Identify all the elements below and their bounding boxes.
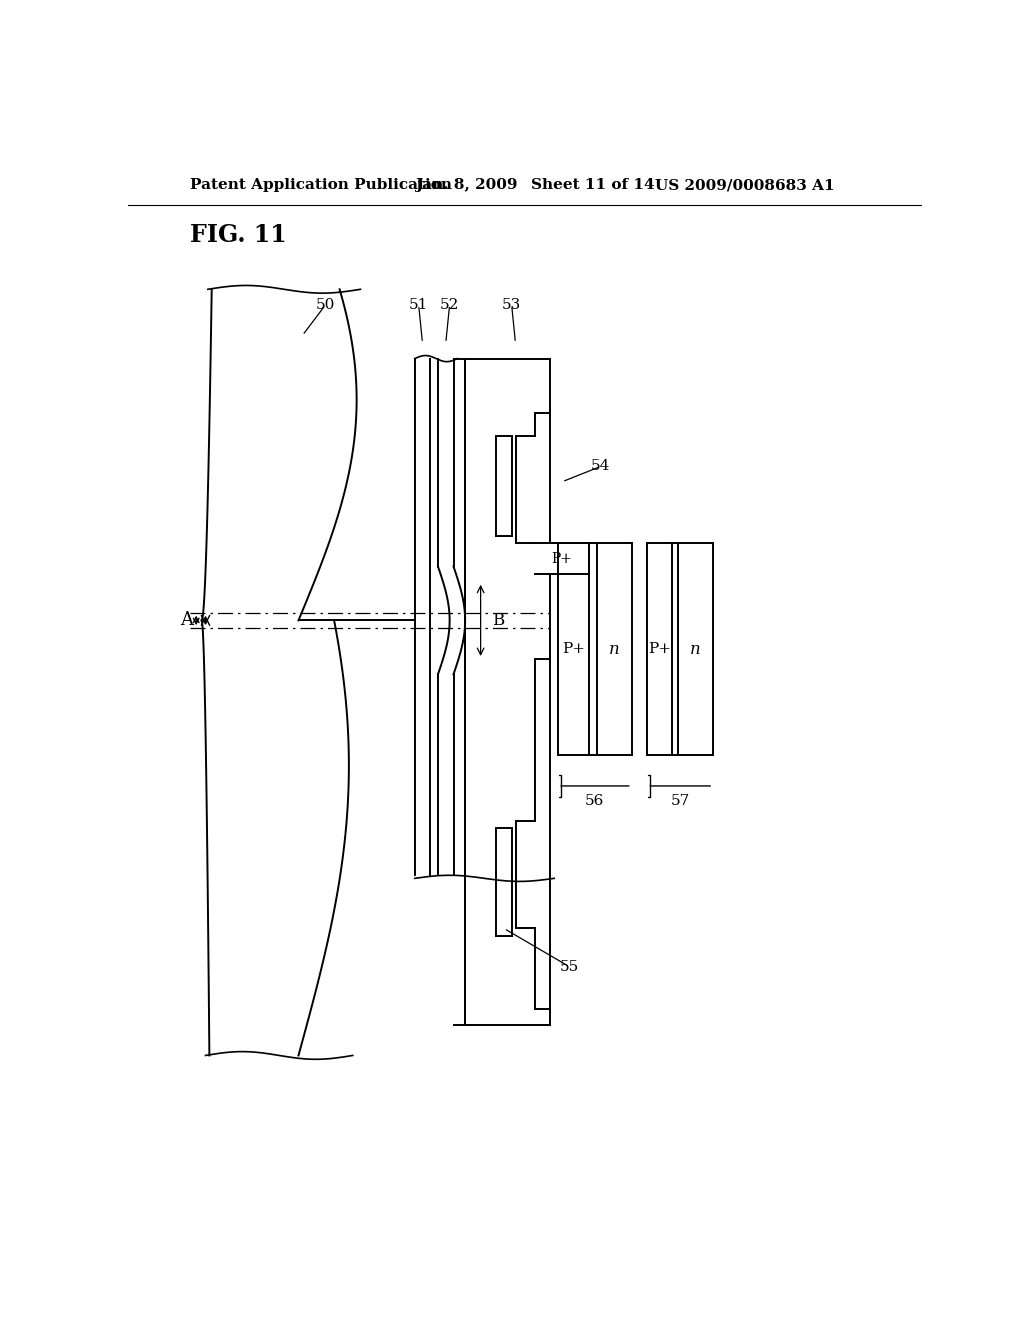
Text: 54: 54: [591, 459, 610, 474]
Text: P+: P+: [552, 552, 572, 566]
Text: 57: 57: [671, 795, 690, 808]
Text: 55: 55: [560, 960, 580, 974]
Text: A: A: [179, 611, 193, 630]
Text: P+: P+: [648, 643, 671, 656]
Text: Sheet 11 of 14: Sheet 11 of 14: [531, 178, 654, 193]
Text: 51: 51: [409, 298, 428, 312]
Text: B: B: [493, 612, 505, 628]
Text: Jan. 8, 2009: Jan. 8, 2009: [415, 178, 517, 193]
Text: US 2009/0008683 A1: US 2009/0008683 A1: [655, 178, 835, 193]
Text: n: n: [609, 640, 620, 657]
Text: 52: 52: [440, 298, 460, 312]
Text: 56: 56: [586, 795, 604, 808]
Text: P+: P+: [562, 643, 585, 656]
Text: n: n: [690, 640, 701, 657]
Text: Patent Application Publication: Patent Application Publication: [190, 178, 452, 193]
Text: FIG. 11: FIG. 11: [190, 223, 287, 247]
Text: 50: 50: [316, 298, 335, 312]
Text: 53: 53: [502, 298, 521, 312]
